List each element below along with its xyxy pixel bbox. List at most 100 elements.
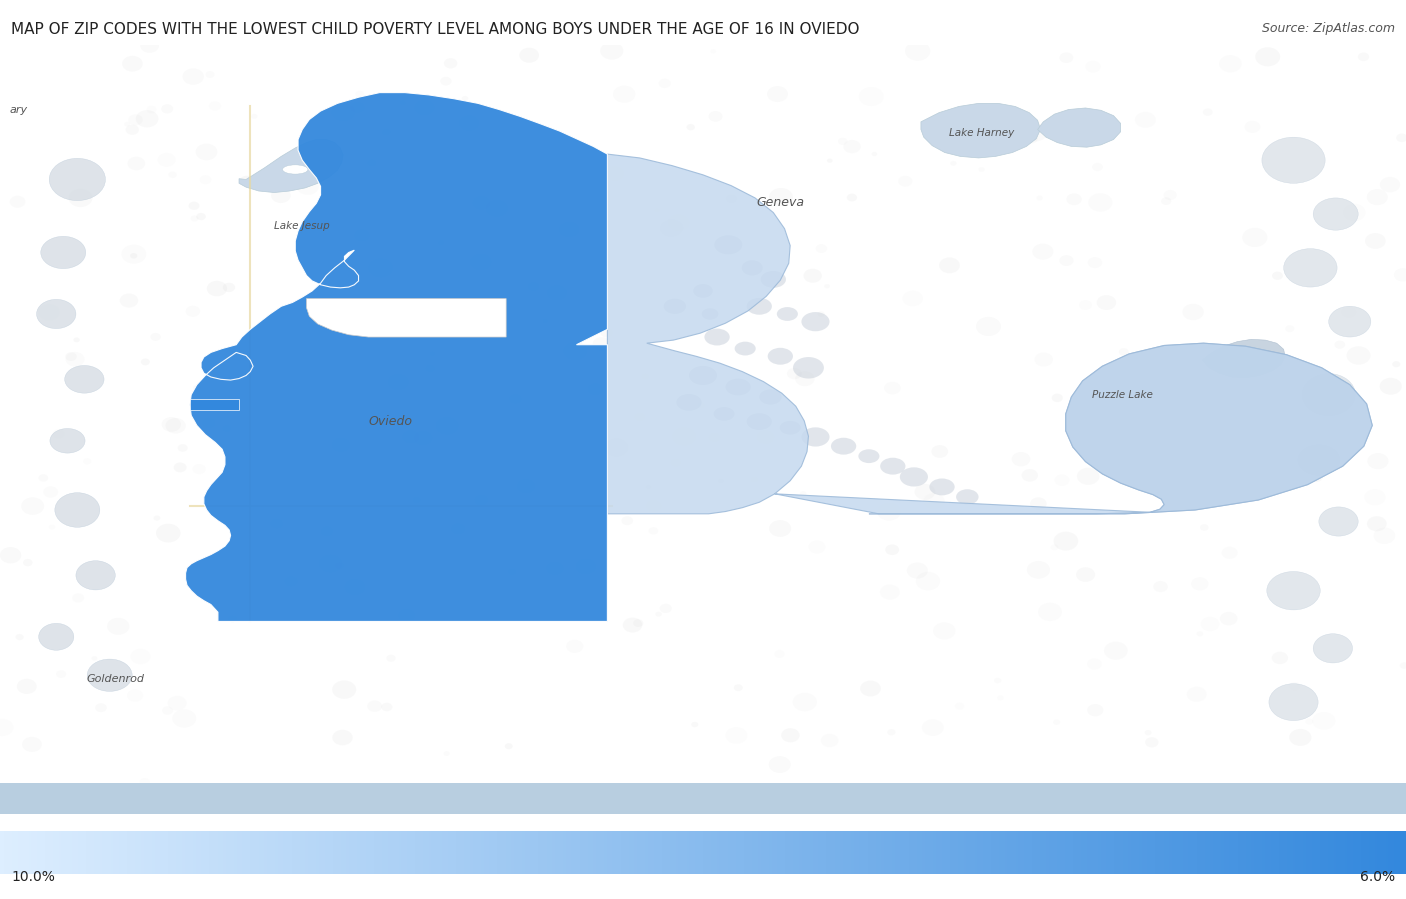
Polygon shape (921, 103, 1040, 158)
Ellipse shape (1031, 497, 1046, 510)
Text: Puzzle Lake: Puzzle Lake (1091, 389, 1153, 400)
Ellipse shape (65, 366, 104, 393)
Ellipse shape (742, 260, 762, 276)
Ellipse shape (768, 348, 793, 365)
Ellipse shape (945, 786, 959, 796)
Ellipse shape (1052, 394, 1063, 402)
Ellipse shape (588, 383, 603, 395)
Ellipse shape (924, 493, 945, 510)
Ellipse shape (860, 681, 882, 697)
Ellipse shape (1244, 120, 1260, 133)
Ellipse shape (354, 229, 370, 241)
Ellipse shape (1104, 642, 1128, 660)
Text: Oviedo: Oviedo (368, 415, 413, 428)
Ellipse shape (413, 431, 433, 445)
Ellipse shape (1309, 472, 1323, 482)
Ellipse shape (271, 188, 291, 203)
Ellipse shape (55, 493, 100, 528)
Ellipse shape (1393, 268, 1406, 281)
Ellipse shape (173, 709, 197, 727)
Ellipse shape (693, 284, 713, 298)
Ellipse shape (167, 696, 187, 710)
Ellipse shape (671, 458, 681, 467)
Ellipse shape (1153, 581, 1168, 592)
Ellipse shape (51, 429, 86, 453)
Ellipse shape (831, 438, 856, 455)
Ellipse shape (461, 96, 468, 101)
Ellipse shape (886, 545, 898, 555)
Ellipse shape (929, 478, 955, 495)
Ellipse shape (818, 311, 825, 316)
Ellipse shape (931, 445, 948, 458)
Ellipse shape (1144, 730, 1152, 735)
Ellipse shape (668, 214, 690, 231)
Ellipse shape (717, 478, 724, 484)
Ellipse shape (319, 555, 342, 573)
Ellipse shape (600, 42, 623, 59)
Ellipse shape (222, 425, 231, 432)
Ellipse shape (1022, 469, 1038, 482)
Ellipse shape (1400, 663, 1406, 669)
Ellipse shape (1222, 547, 1237, 559)
Ellipse shape (1229, 395, 1247, 408)
Ellipse shape (22, 737, 42, 752)
Ellipse shape (1097, 295, 1116, 310)
Polygon shape (1038, 108, 1121, 147)
Ellipse shape (1038, 602, 1062, 621)
Ellipse shape (107, 618, 129, 635)
Ellipse shape (509, 394, 522, 404)
Ellipse shape (734, 684, 742, 691)
Ellipse shape (1053, 719, 1060, 725)
Ellipse shape (1379, 177, 1400, 192)
Ellipse shape (1285, 325, 1295, 333)
Ellipse shape (838, 138, 848, 145)
Ellipse shape (1191, 577, 1208, 591)
Ellipse shape (886, 802, 911, 822)
Ellipse shape (824, 284, 830, 289)
Ellipse shape (1313, 634, 1353, 663)
Ellipse shape (1026, 561, 1050, 579)
Ellipse shape (686, 124, 695, 130)
Ellipse shape (621, 516, 633, 525)
Ellipse shape (141, 359, 150, 365)
Ellipse shape (558, 221, 579, 237)
Ellipse shape (125, 125, 139, 135)
Ellipse shape (458, 115, 479, 131)
Ellipse shape (1012, 452, 1031, 467)
Ellipse shape (65, 352, 77, 361)
Ellipse shape (451, 523, 465, 535)
Ellipse shape (900, 467, 928, 486)
Ellipse shape (1199, 453, 1212, 463)
Ellipse shape (169, 172, 177, 178)
Text: Goldenrod: Goldenrod (86, 674, 145, 684)
Ellipse shape (1392, 361, 1400, 368)
Ellipse shape (714, 236, 742, 254)
Ellipse shape (83, 458, 91, 465)
Ellipse shape (162, 707, 173, 715)
Ellipse shape (69, 189, 93, 207)
Ellipse shape (96, 703, 107, 712)
Ellipse shape (1367, 516, 1386, 531)
Ellipse shape (1199, 524, 1209, 530)
Ellipse shape (1302, 374, 1355, 416)
Ellipse shape (1088, 257, 1102, 268)
Ellipse shape (546, 562, 564, 575)
Ellipse shape (368, 258, 394, 278)
Ellipse shape (1272, 652, 1288, 664)
Ellipse shape (188, 201, 200, 210)
Ellipse shape (692, 722, 699, 727)
Polygon shape (1202, 339, 1285, 378)
Ellipse shape (332, 103, 356, 121)
Ellipse shape (994, 678, 1001, 683)
Ellipse shape (39, 623, 73, 650)
Text: ary: ary (10, 105, 27, 115)
Ellipse shape (305, 305, 316, 314)
Ellipse shape (283, 165, 308, 174)
Ellipse shape (1076, 567, 1095, 582)
Ellipse shape (128, 114, 143, 125)
Ellipse shape (1161, 197, 1171, 205)
Ellipse shape (709, 111, 723, 121)
Text: Source: ZipAtlas.com: Source: ZipAtlas.com (1261, 22, 1395, 35)
Ellipse shape (592, 337, 610, 351)
Ellipse shape (664, 298, 686, 314)
